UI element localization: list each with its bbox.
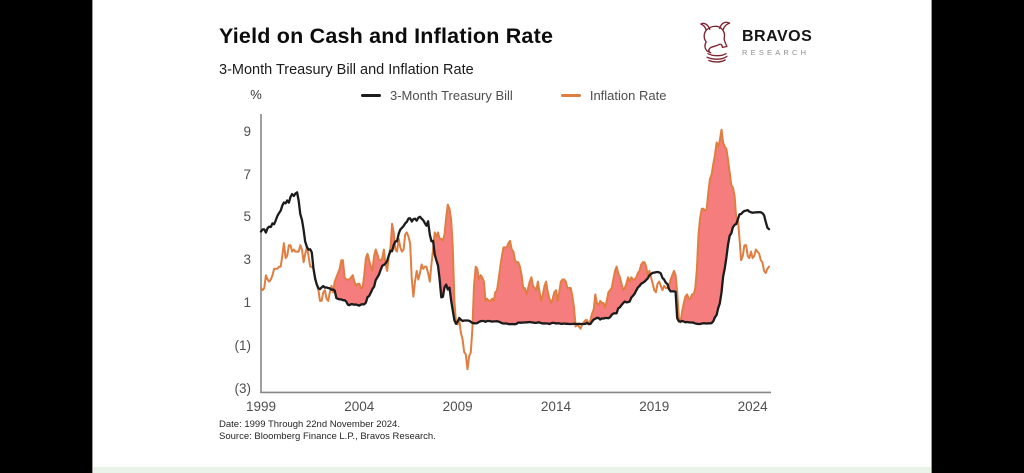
y-tick-label: 1	[243, 295, 251, 310]
footnote-date: Date: 1999 Through 22nd November 2024.	[219, 419, 400, 430]
x-tick-label: 2019	[639, 399, 670, 414]
bravos-logo: BRAVOS RESEARCH	[699, 20, 812, 64]
x-tick-label: 2009	[442, 399, 473, 414]
logo-text: BRAVOS RESEARCH	[742, 28, 812, 57]
y-tick-label: 9	[243, 123, 251, 139]
x-tick-label: 2014	[540, 399, 571, 414]
brand-name: BRAVOS	[742, 27, 813, 45]
y-tick-label: (3)	[234, 380, 252, 396]
y-axis-unit-label: %	[250, 87, 262, 102]
chart-area: 9 7 5 3 1 (1) (3) 1999 2004 2009 2014 2019 2024	[93, 0, 933, 473]
chart-subtitle: 3-Month Treasury Bill and Inflation Rate	[219, 62, 474, 78]
legend-label-treasury: 3-Month Treasury Bill	[390, 88, 513, 103]
x-tick-label: 2024	[737, 399, 768, 414]
x-tick-label: 2004	[344, 399, 375, 414]
legend-swatch-inflation	[560, 94, 581, 97]
footnote-source: Source: Bloomberg Finance L.P., Bravos R…	[219, 431, 436, 442]
page-title: Yield on Cash and Inflation Rate	[219, 24, 554, 48]
legend-item-inflation: Inflation Rate	[560, 88, 667, 103]
chart-legend: 3-Month Treasury Bill Inflation Rate	[361, 88, 666, 103]
y-tick-label: 3	[243, 252, 251, 268]
y-tick-label: 5	[243, 209, 251, 225]
slide: Yield on Cash and Inflation Rate 3-Month…	[92, 0, 932, 473]
y-tick-label: (1)	[234, 337, 252, 353]
x-tick-label: 1999	[245, 399, 277, 414]
inflation-line	[260, 128, 770, 371]
treasury-line	[259, 191, 771, 326]
chart-footnotes: Date: 1999 Through 22nd November 2024. S…	[219, 419, 436, 443]
brand-subtitle: RESEARCH	[742, 47, 810, 57]
bottom-strip	[93, 467, 931, 473]
y-tick-label: 7	[243, 166, 251, 182]
legend-item-treasury: 3-Month Treasury Bill	[361, 88, 513, 103]
legend-swatch-treasury	[361, 94, 381, 97]
chart-svg	[259, 114, 771, 394]
bull-knight-icon	[700, 21, 731, 63]
legend-label-inflation: Inflation Rate	[589, 88, 667, 103]
